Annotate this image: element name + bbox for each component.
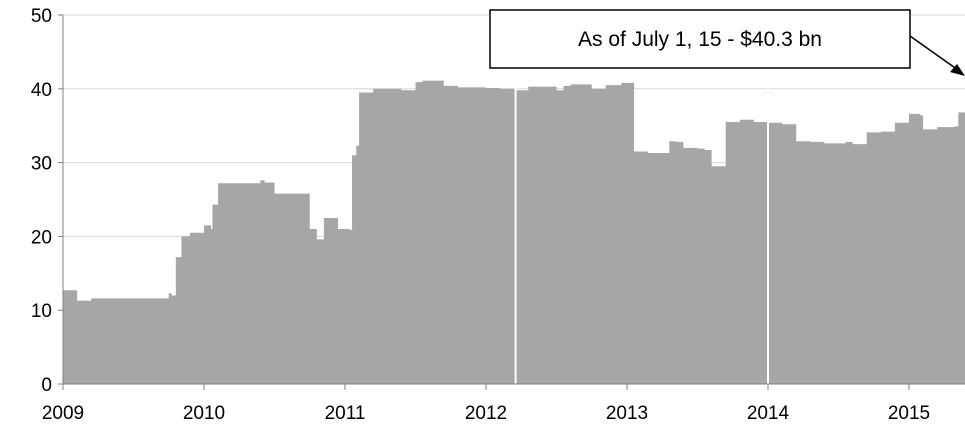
x-axis-ticks: 2009 2010 2011 2012 2013 2014 2015	[42, 384, 930, 424]
y-tick-label: 30	[31, 154, 52, 175]
y-tick-label: 10	[31, 301, 52, 322]
x-tick-label: 2010	[183, 403, 225, 424]
annotation-box	[489, 9, 911, 69]
x-tick-label: 2014	[747, 403, 790, 424]
annotation-arrow	[909, 35, 959, 71]
y-tick-label: 0	[41, 375, 52, 396]
data-gaps	[514, 15, 769, 384]
x-tick-label: 2011	[325, 403, 366, 424]
annotation-text: As of July 1, 15 - $40.3 bn	[578, 28, 822, 51]
annotation-arrowhead	[950, 64, 965, 76]
x-tick-label: 2013	[606, 403, 648, 424]
y-tick-label: 40	[31, 80, 52, 101]
x-tick-label: 2012	[465, 403, 507, 424]
x-tick-label: 2015	[888, 403, 930, 424]
x-tick-label: 2009	[42, 403, 84, 424]
y-tick-label: 50	[31, 6, 52, 27]
y-tick-label: 20	[31, 227, 52, 248]
area-series	[63, 80, 965, 384]
y-axis-ticks: 0 10 20 30 40 50	[31, 6, 63, 396]
annotation-callout: As of July 1, 15 - $40.3 bn	[489, 9, 965, 76]
